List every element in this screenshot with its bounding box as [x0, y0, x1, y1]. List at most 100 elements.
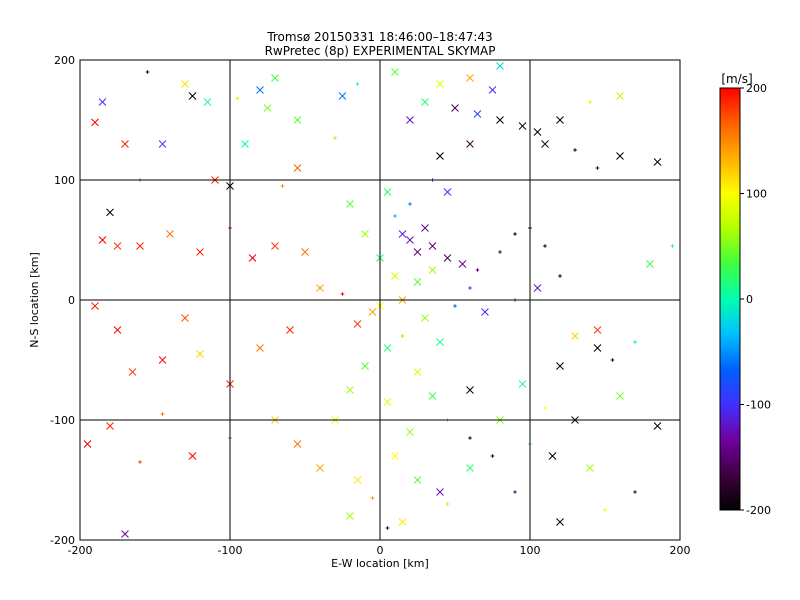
data-point: [616, 92, 624, 100]
chart-title: Tromsø 20150331 18:46:00–18:47:43: [266, 30, 492, 44]
data-point: [280, 184, 285, 188]
data-point: [646, 260, 654, 268]
data-point: [406, 236, 414, 244]
x-tick-label: 0: [377, 544, 384, 557]
colorbar-label: [m/s]: [721, 72, 752, 86]
data-point: [241, 140, 249, 148]
grid-lines: [80, 60, 680, 540]
data-point: [413, 248, 422, 256]
colorbar: [719, 87, 741, 511]
data-point: [496, 116, 504, 124]
data-point: [518, 122, 527, 130]
data-point: [468, 286, 472, 290]
y-tick-label: 0: [68, 294, 75, 307]
data-point: [98, 98, 107, 106]
data-point: [301, 248, 309, 256]
data-point: [370, 496, 375, 500]
data-point: [406, 116, 414, 124]
data-point: [475, 268, 480, 272]
data-point: [340, 292, 345, 296]
data-point: [436, 152, 444, 160]
data-point: [393, 214, 397, 218]
data-point: [346, 200, 354, 208]
data-point: [468, 436, 472, 440]
data-point: [443, 188, 452, 196]
y-axis-label: N-S location [km]: [28, 252, 41, 348]
data-point: [466, 74, 474, 82]
data-point: [166, 230, 174, 238]
data-point: [513, 232, 517, 236]
data-point: [138, 460, 142, 464]
data-point: [271, 74, 279, 82]
y-tick-label: -100: [50, 414, 75, 427]
data-point: [653, 422, 662, 430]
data-point: [113, 242, 122, 250]
data-point: [383, 188, 392, 196]
data-point: [346, 386, 354, 394]
data-point: [293, 440, 302, 448]
data-point: [556, 518, 564, 526]
data-point: [391, 272, 399, 280]
data-point: [445, 502, 450, 506]
data-point: [573, 148, 577, 152]
data-point: [271, 242, 279, 250]
data-point: [610, 358, 615, 362]
data-point: [158, 356, 167, 364]
data-point: [188, 452, 197, 460]
data-point: [558, 274, 562, 278]
data-point: [428, 242, 437, 250]
data-point: [286, 326, 294, 334]
data-points: [83, 62, 675, 538]
data-point: [586, 464, 594, 472]
data-point: [603, 508, 607, 512]
data-point: [518, 380, 527, 388]
data-point: [466, 140, 474, 148]
data-point: [293, 116, 302, 124]
colorbar-tick-label: 0: [746, 293, 753, 306]
x-axis-label: E-W location [km]: [331, 557, 429, 570]
data-point: [428, 266, 437, 274]
data-point: [355, 82, 360, 86]
data-point: [490, 454, 495, 458]
data-point: [263, 104, 272, 112]
colorbar-ticks: 200 100 0 -100 -200: [740, 82, 771, 517]
data-point: [413, 368, 422, 376]
data-point: [541, 140, 549, 148]
data-point: [595, 166, 600, 170]
data-point: [443, 254, 452, 262]
data-point: [385, 526, 390, 530]
data-point: [593, 344, 602, 352]
data-point: [353, 320, 362, 328]
data-point: [353, 476, 362, 484]
data-point: [391, 68, 399, 76]
colorbar-tick-label: 200: [746, 82, 767, 95]
data-point: [473, 110, 482, 118]
data-point: [196, 350, 204, 358]
data-point: [383, 398, 392, 406]
data-point: [633, 340, 637, 344]
data-point: [653, 158, 662, 166]
data-point: [361, 230, 369, 238]
data-point: [670, 244, 675, 248]
y-tick-label: 100: [54, 174, 75, 187]
data-point: [106, 208, 114, 217]
data-point: [428, 392, 437, 400]
data-point: [436, 338, 444, 346]
data-point: [145, 70, 150, 74]
data-point: [316, 464, 324, 472]
x-tick-label: -100: [218, 544, 243, 557]
data-point: [256, 86, 264, 94]
data-point: [458, 260, 467, 268]
data-point: [421, 98, 429, 106]
data-point: [436, 80, 444, 88]
data-point: [488, 86, 497, 94]
data-point: [408, 202, 412, 206]
data-point: [593, 326, 602, 334]
colorbar-tick-label: -200: [746, 504, 771, 517]
data-point: [421, 224, 429, 232]
data-point: [203, 98, 212, 106]
data-point: [121, 530, 129, 538]
data-point: [188, 92, 197, 100]
data-point: [451, 104, 459, 112]
